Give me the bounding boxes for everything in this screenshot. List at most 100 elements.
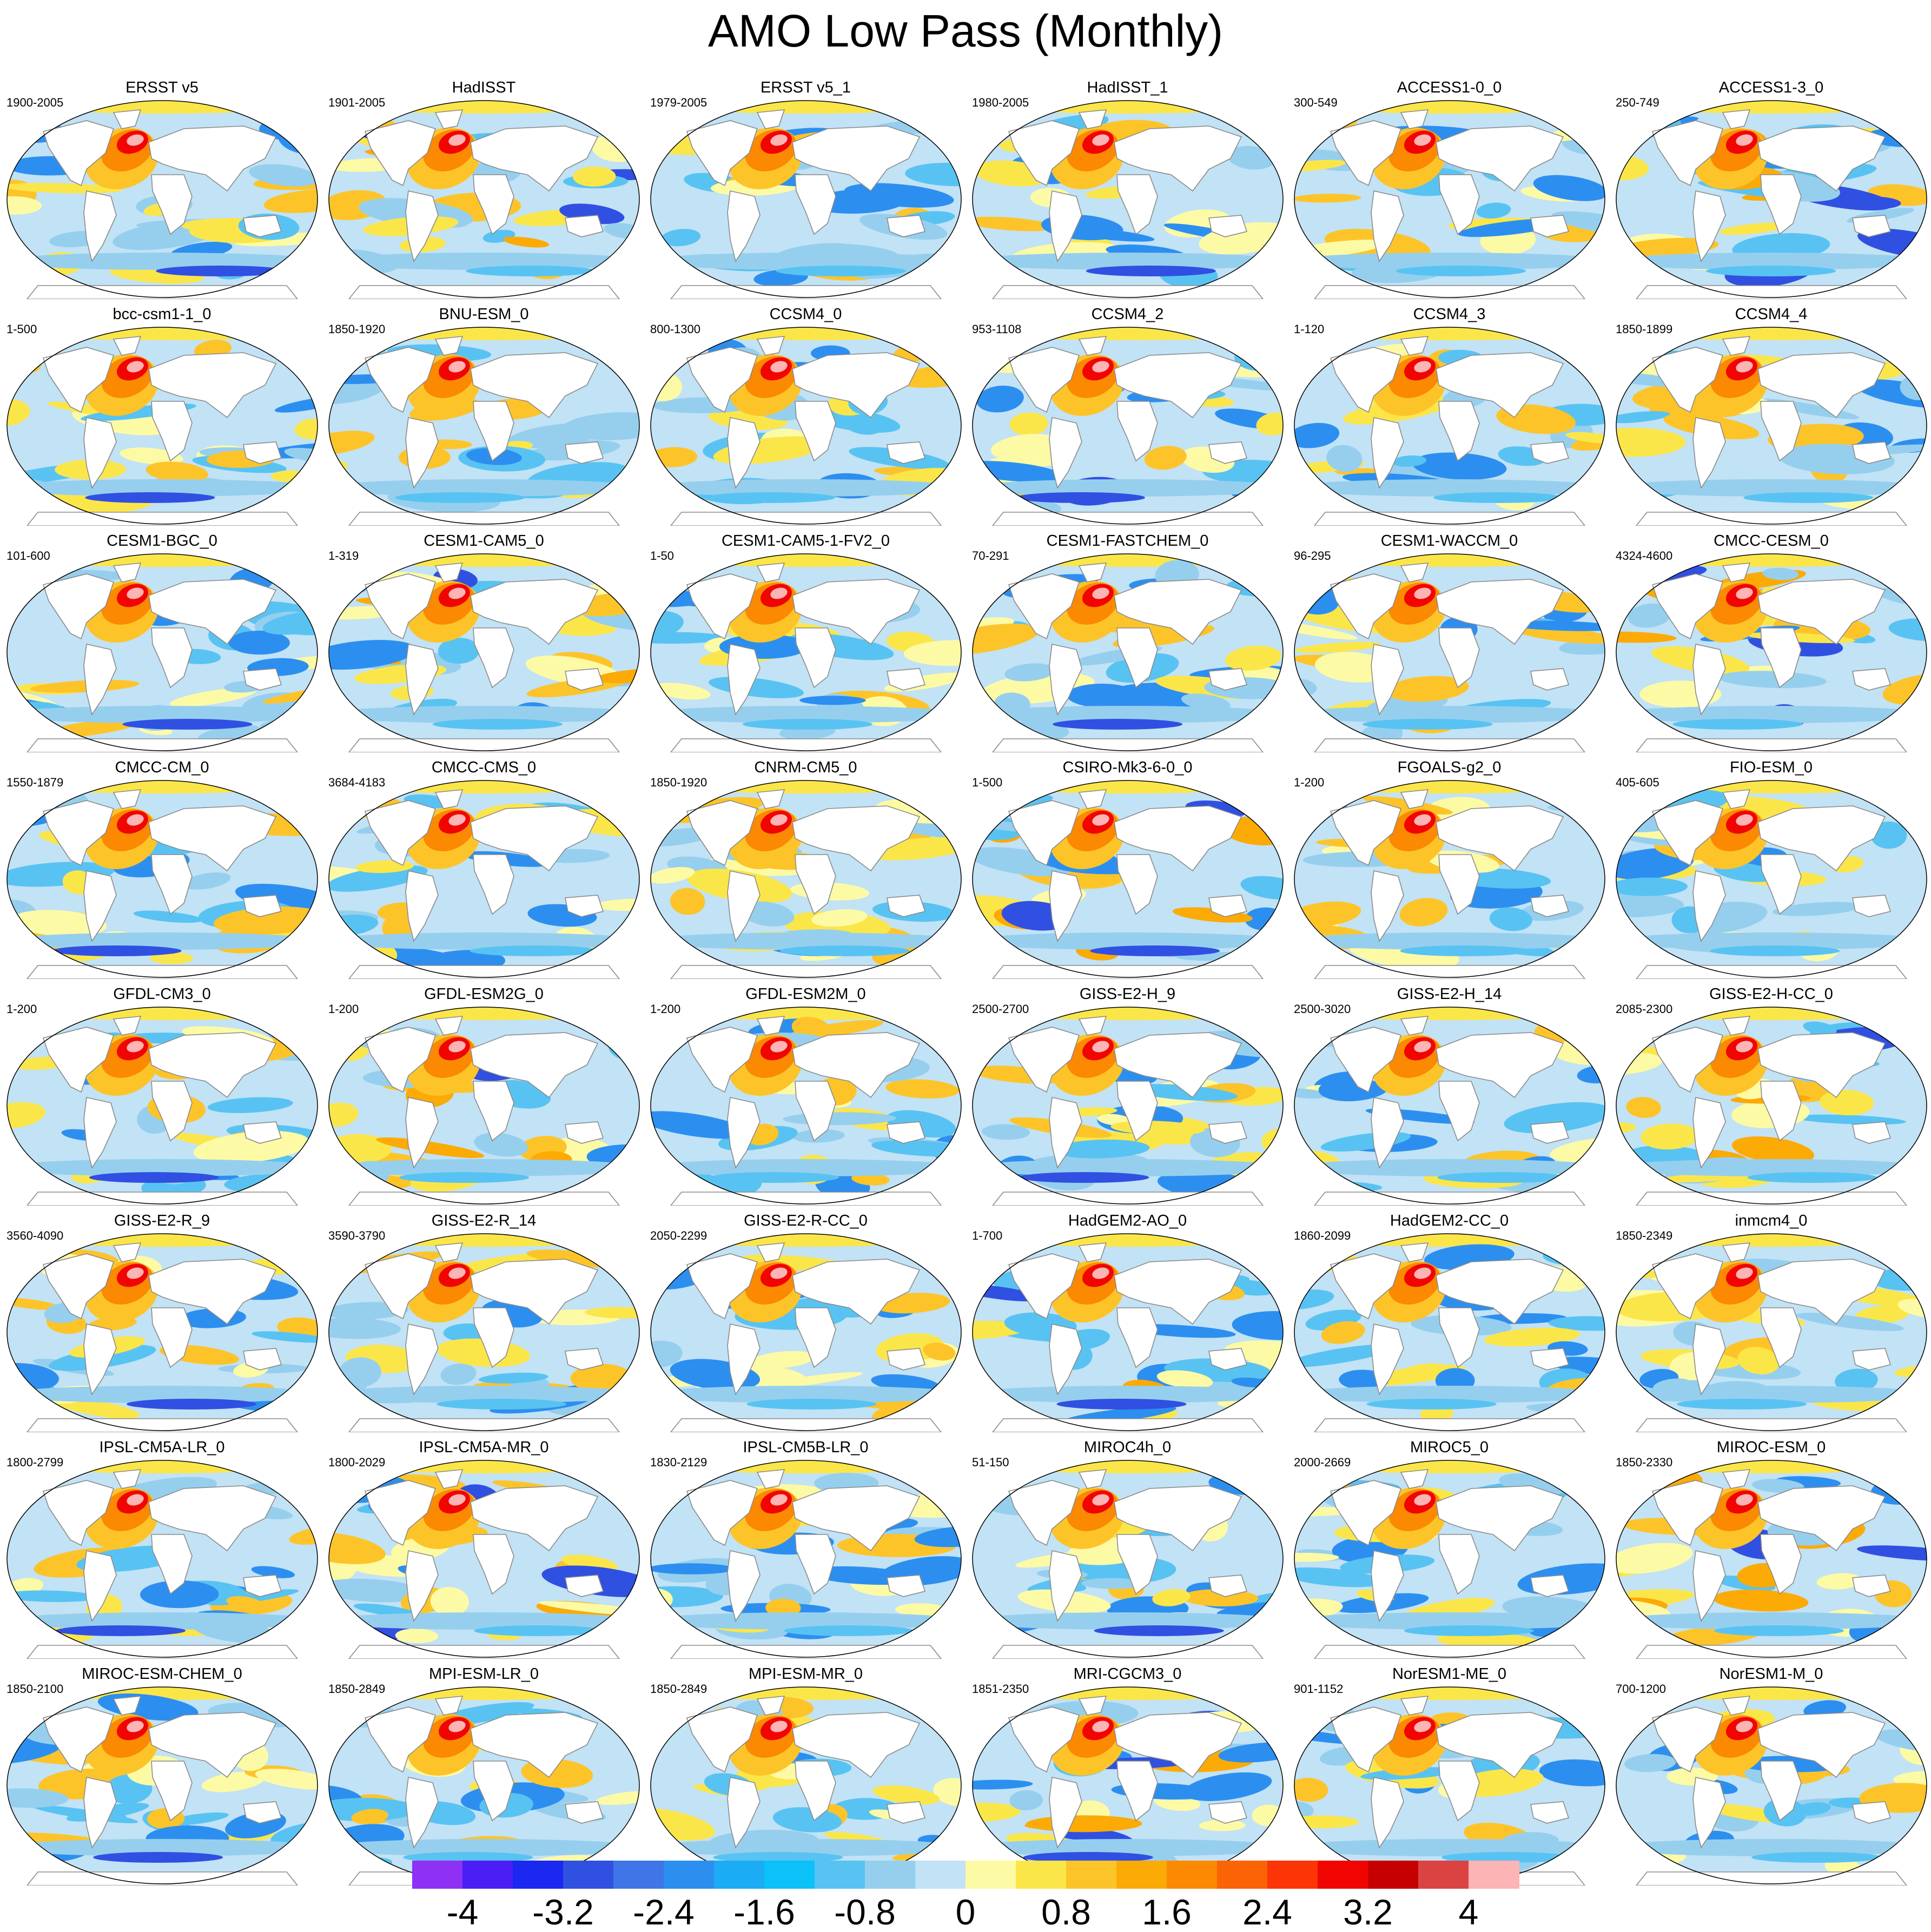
panel-year-range: 2500-3020: [1294, 1002, 1351, 1016]
anomaly-patch: [776, 266, 906, 276]
land-mask: [348, 512, 620, 526]
land-mask: [1722, 563, 1751, 583]
land-mask: [1008, 120, 1080, 187]
land-mask: [686, 1027, 758, 1093]
anomaly-patch: [746, 1399, 877, 1410]
anomaly-patch: [351, 1809, 388, 1824]
world-map: [650, 553, 962, 752]
anomaly-patch: [249, 164, 318, 187]
land-mask: [1114, 125, 1242, 192]
anomaly-patch: [85, 492, 215, 503]
anomaly-patch: [1267, 116, 1283, 130]
land-mask: [756, 1016, 785, 1036]
anomaly-patch: [1294, 1687, 1605, 1700]
anomaly-patch: [51, 945, 182, 956]
anomaly-patch: [1857, 228, 1927, 259]
land-mask: [1722, 109, 1751, 129]
panel-year-range: 1850-2330: [1616, 1455, 1673, 1469]
land-mask: [1438, 854, 1480, 915]
land-mask: [1116, 1081, 1158, 1142]
map-border: [972, 100, 1284, 298]
map-panel: CNRM-CM5_0 1850-1920: [645, 758, 967, 980]
map-panel: GFDL-ESM2G_0 1-200: [323, 985, 645, 1207]
anomaly-patch: [329, 1386, 639, 1403]
land-mask: [434, 789, 464, 809]
map-panel: MIROC-ESM-CHEM_0 1850-2100: [1, 1665, 323, 1887]
land-mask: [887, 1348, 926, 1371]
map-panel: HadGEM2-AO_0 1-700: [967, 1212, 1288, 1433]
land-mask: [686, 1480, 758, 1546]
world-map: [1294, 1233, 1605, 1432]
anomaly-patch: [169, 687, 256, 707]
anomaly-patch: [1870, 821, 1907, 849]
world-map: [328, 1460, 640, 1659]
land-mask: [1757, 1259, 1886, 1325]
anomaly-patch: [1294, 554, 1605, 567]
anomaly-patch: [1294, 101, 1605, 114]
land-mask: [1371, 644, 1404, 716]
land-mask: [42, 1480, 115, 1546]
land-mask: [1114, 352, 1242, 419]
anomaly-patch: [651, 1340, 683, 1368]
land-mask: [1722, 1016, 1751, 1036]
anomaly-patch: [1294, 1552, 1339, 1562]
land-mask: [670, 1192, 942, 1206]
map-panel: GFDL-CM3_0 1-200: [1, 985, 323, 1207]
anomaly-patch: [1081, 1578, 1143, 1589]
land-mask: [1208, 1121, 1248, 1144]
map-border: [650, 1233, 962, 1431]
panel-year-range: 1850-2849: [650, 1682, 707, 1696]
anomaly-patch: [1294, 422, 1340, 448]
map-panel: GFDL-ESM2M_0 1-200: [645, 985, 967, 1207]
land-mask: [434, 1242, 464, 1262]
anomaly-patch: [1294, 1460, 1605, 1473]
map-border: [328, 1460, 640, 1658]
anomaly-patch: [770, 1494, 788, 1506]
map-panel: GISS-E2-H_9 2500-2700: [967, 985, 1288, 1207]
land-mask: [1400, 1469, 1429, 1489]
land-mask: [1722, 336, 1751, 356]
land-mask: [243, 1348, 282, 1371]
land-mask: [1692, 1550, 1726, 1622]
land-mask: [991, 512, 1264, 526]
anomaly-patch: [127, 1041, 144, 1053]
land-mask: [434, 563, 464, 583]
land-mask: [26, 738, 299, 752]
map-border: [1294, 1460, 1605, 1658]
anomaly-patch: [973, 101, 1283, 114]
land-mask: [1436, 1032, 1564, 1099]
land-mask: [686, 1706, 758, 1773]
land-mask: [795, 1534, 836, 1595]
anomaly-patch: [905, 163, 961, 187]
map-panel: CESM1-CAM5-1-FV2_0 1-50: [645, 532, 967, 753]
anomaly-patch: [1762, 567, 1799, 580]
panel-title: ACCESS1-3_0: [1718, 79, 1824, 96]
anomaly-patch: [1094, 1625, 1224, 1636]
panel-year-range: 1-200: [1294, 776, 1325, 789]
land-mask: [1757, 1032, 1886, 1099]
anomaly-patch: [592, 1254, 639, 1267]
land-mask: [1371, 870, 1404, 942]
anomaly-patch: [973, 800, 1010, 812]
anomaly-patch: [1294, 253, 1605, 270]
land-mask: [727, 1097, 761, 1169]
panel-year-range: 1-120: [1294, 322, 1325, 336]
map-panel: CSIRO-Mk3-6-0_0 1-500: [967, 758, 1288, 980]
anomaly-patch: [1835, 1368, 1878, 1393]
map-border: [328, 1233, 640, 1431]
anomaly-patch: [1820, 1089, 1874, 1116]
land-mask: [42, 1706, 115, 1773]
land-mask: [1635, 1645, 1908, 1659]
land-mask: [756, 563, 785, 583]
land-mask: [243, 1801, 282, 1824]
land-mask: [405, 190, 439, 262]
anomaly-patch: [1626, 1097, 1662, 1118]
map-border: [972, 553, 1284, 751]
land-mask: [1436, 805, 1564, 872]
land-mask: [1371, 1550, 1404, 1622]
land-mask: [1400, 109, 1429, 129]
land-mask: [1722, 1696, 1751, 1716]
land-mask: [1438, 401, 1480, 462]
anomaly-patch: [1616, 1007, 1927, 1020]
land-mask: [795, 854, 836, 915]
